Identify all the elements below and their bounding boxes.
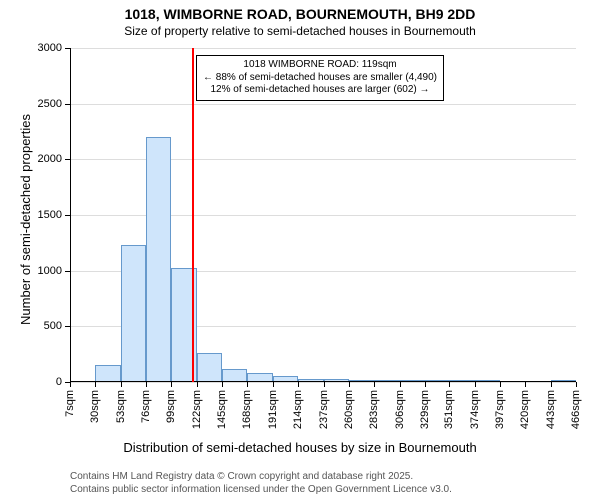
y-tick-label: 2500 (38, 98, 62, 110)
x-tick-label: 30sqm (89, 390, 101, 423)
x-tick-label: 7sqm (64, 390, 76, 417)
y-tick-label: 1000 (38, 265, 62, 277)
x-tick-label: 122sqm (191, 390, 203, 429)
x-tick-mark (222, 382, 223, 387)
x-tick-mark (146, 382, 147, 387)
x-tick-mark (449, 382, 450, 387)
x-tick-label: 145sqm (216, 390, 228, 429)
x-axis-label: Distribution of semi-detached houses by … (0, 440, 600, 455)
x-tick-label: 168sqm (241, 390, 253, 429)
x-tick-label: 214sqm (292, 390, 304, 429)
y-tick-label: 500 (44, 320, 62, 332)
reference-line (192, 48, 194, 382)
grid-line (70, 48, 576, 49)
x-tick-label: 466sqm (570, 390, 582, 429)
x-tick-mark (525, 382, 526, 387)
y-tick-label: 2000 (38, 153, 62, 165)
chart-subtitle: Size of property relative to semi-detach… (0, 24, 600, 38)
x-tick-mark (425, 382, 426, 387)
histogram-bar (121, 245, 146, 382)
x-tick-mark (475, 382, 476, 387)
x-tick-mark (349, 382, 350, 387)
chart-container: 1018, WIMBORNE ROAD, BOURNEMOUTH, BH9 2D… (0, 0, 600, 500)
x-tick-label: 397sqm (494, 390, 506, 429)
x-tick-mark (576, 382, 577, 387)
x-tick-mark (400, 382, 401, 387)
y-tick-label: 3000 (38, 42, 62, 54)
x-axis-line (70, 381, 576, 382)
x-tick-mark (247, 382, 248, 387)
x-tick-mark (121, 382, 122, 387)
x-tick-label: 420sqm (519, 390, 531, 429)
annotation-line-3: 12% of semi-detached houses are larger (… (203, 84, 437, 97)
annotation-line-2: ← 88% of semi-detached houses are smalle… (203, 72, 437, 85)
x-tick-label: 260sqm (343, 390, 355, 429)
histogram-bar (146, 137, 171, 382)
x-tick-label: 283sqm (368, 390, 380, 429)
footer-attribution: Contains HM Land Registry data © Crown c… (70, 470, 452, 496)
histogram-bar (222, 369, 247, 382)
grid-line (70, 104, 576, 105)
chart-title: 1018, WIMBORNE ROAD, BOURNEMOUTH, BH9 2D… (0, 6, 600, 22)
x-tick-mark (298, 382, 299, 387)
histogram-bar (95, 365, 120, 382)
y-axis-label: Number of semi-detached properties (18, 114, 33, 325)
x-tick-mark (273, 382, 274, 387)
plot-area: 1018 WIMBORNE ROAD: 119sqm ← 88% of semi… (70, 48, 576, 382)
histogram-bar (197, 353, 222, 382)
x-tick-mark (197, 382, 198, 387)
x-tick-label: 237sqm (318, 390, 330, 429)
x-tick-label: 443sqm (545, 390, 557, 429)
x-tick-mark (500, 382, 501, 387)
y-tick-label: 0 (56, 376, 62, 388)
x-tick-label: 53sqm (115, 390, 127, 423)
x-tick-label: 351sqm (443, 390, 455, 429)
x-tick-label: 99sqm (165, 390, 177, 423)
annotation-line-1: 1018 WIMBORNE ROAD: 119sqm (203, 59, 437, 72)
x-tick-mark (551, 382, 552, 387)
x-tick-mark (171, 382, 172, 387)
x-tick-label: 329sqm (419, 390, 431, 429)
x-tick-mark (95, 382, 96, 387)
x-tick-mark (70, 382, 71, 387)
x-tick-label: 76sqm (140, 390, 152, 423)
y-axis-line (70, 48, 71, 382)
footer-line-2: Contains public sector information licen… (70, 483, 452, 496)
footer-line-1: Contains HM Land Registry data © Crown c… (70, 470, 452, 483)
y-tick-label: 1500 (38, 209, 62, 221)
x-tick-label: 306sqm (394, 390, 406, 429)
x-tick-label: 374sqm (469, 390, 481, 429)
x-tick-mark (374, 382, 375, 387)
x-tick-label: 191sqm (267, 390, 279, 429)
annotation-box: 1018 WIMBORNE ROAD: 119sqm ← 88% of semi… (196, 55, 444, 101)
x-tick-mark (324, 382, 325, 387)
